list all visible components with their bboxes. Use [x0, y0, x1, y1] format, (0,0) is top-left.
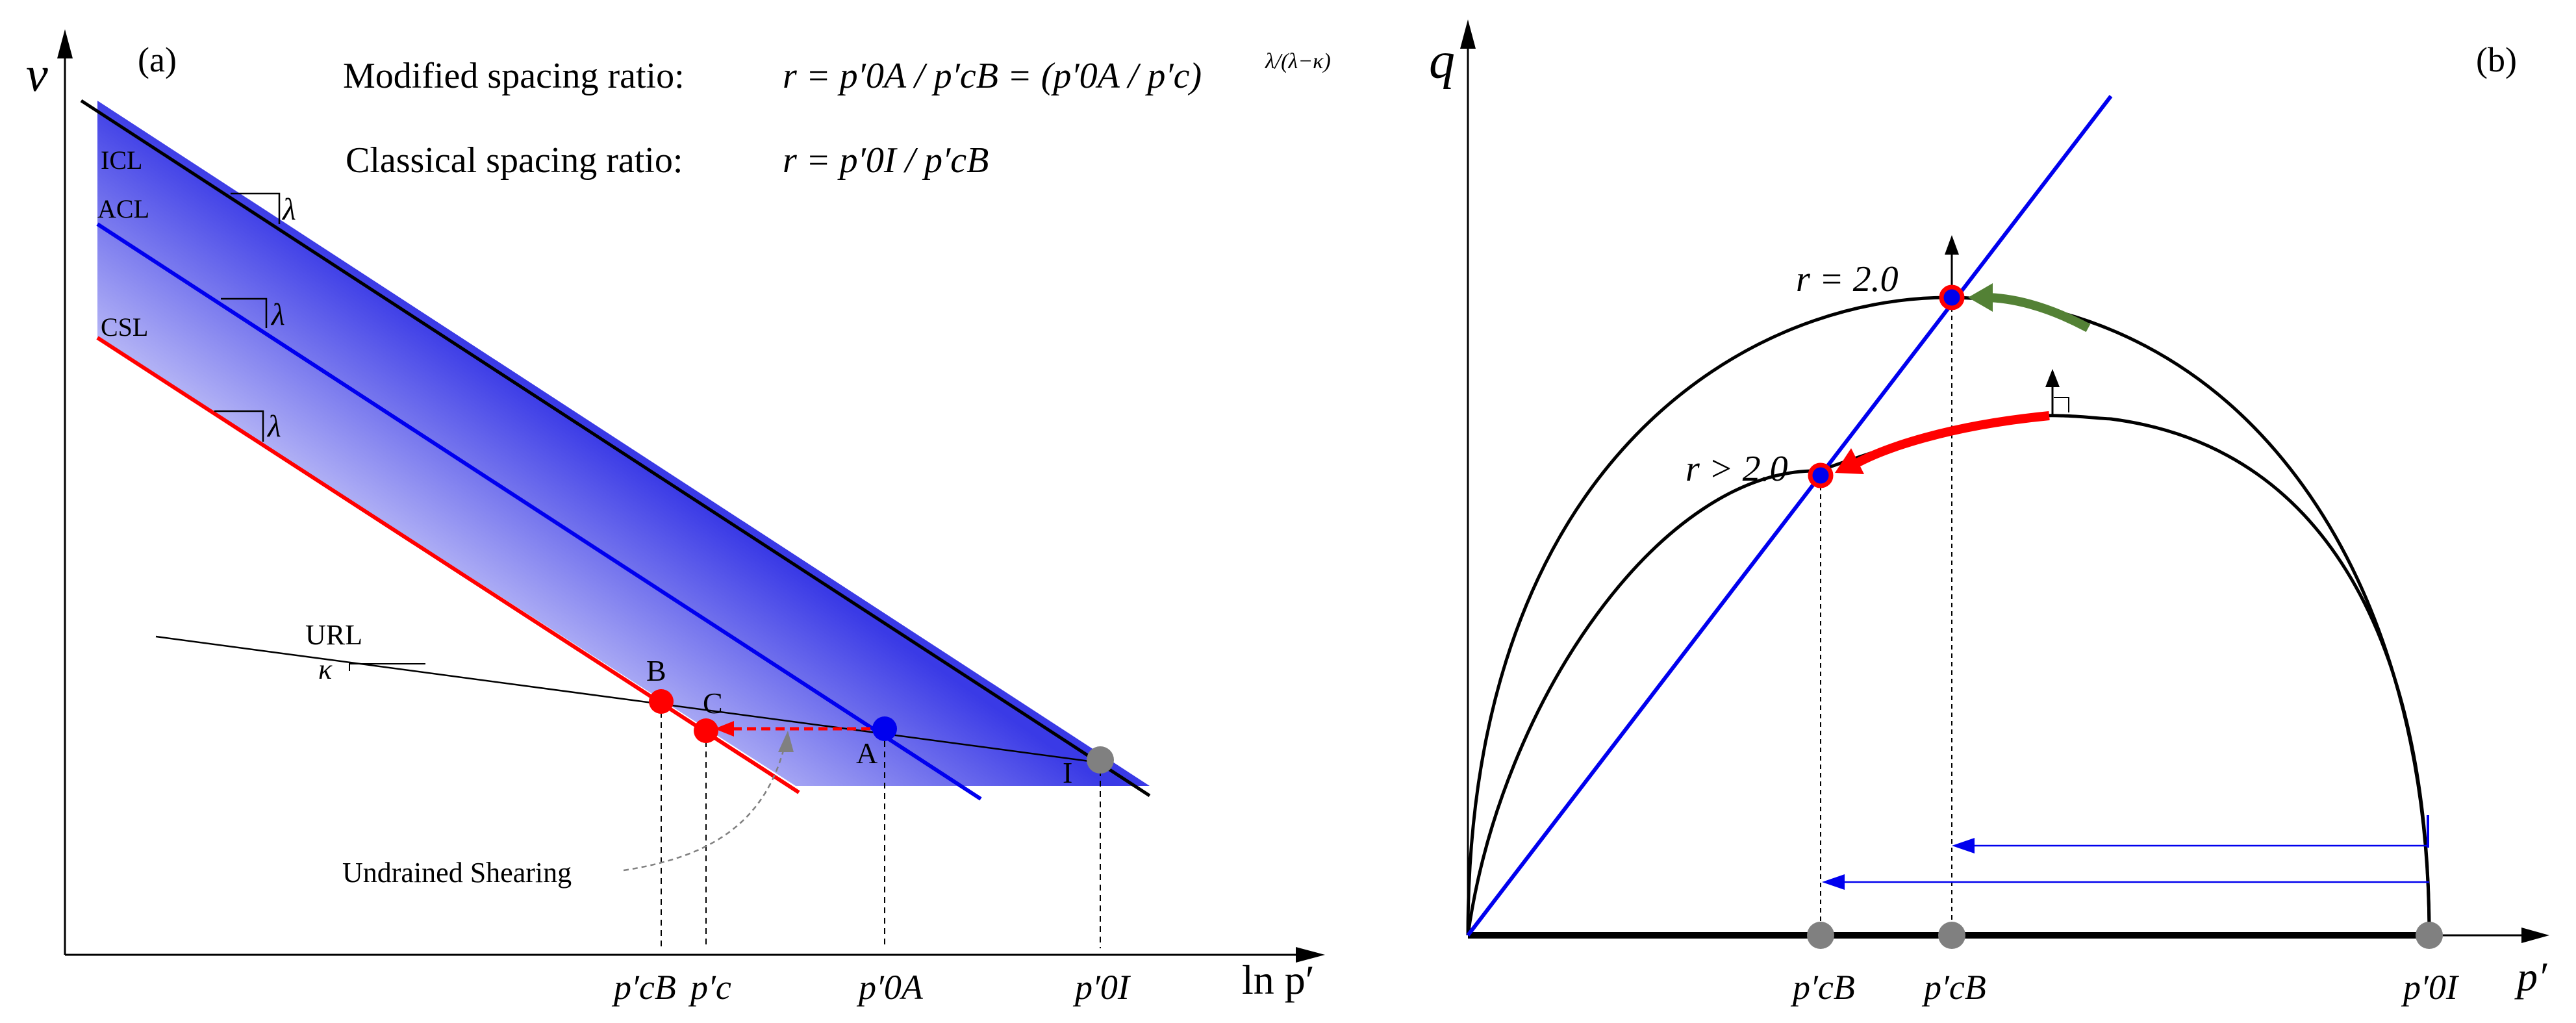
csl-slope-lambda: λ — [266, 409, 281, 444]
r-greater-label: r > 2.0 — [1686, 449, 1788, 489]
icl-slope-lambda: λ — [281, 192, 296, 227]
panel-b-label: (b) — [2476, 40, 2517, 79]
csl-slope-triangle — [214, 410, 264, 442]
undrained-label: Undrained Shearing — [342, 857, 572, 889]
tick-p0i: p′0I — [1072, 968, 1131, 1007]
normal-arrow-1-head — [1945, 235, 1959, 255]
point-c — [694, 718, 718, 743]
normal-arrow-2-head — [2045, 369, 2060, 387]
undrained-pointer-head — [778, 731, 794, 752]
point-b-label: B — [646, 654, 666, 687]
classical-formula: r = p′0I / p′cB — [783, 140, 989, 181]
axis-point-pcb-1 — [1807, 922, 1834, 949]
undrained-pointer — [623, 740, 787, 872]
v-axis-arrow — [57, 29, 73, 58]
p-axis-arrow — [2521, 928, 2549, 943]
point-i-label: I — [1063, 756, 1072, 789]
url-slope-kappa: κ — [318, 653, 333, 685]
acl-slope-lambda: λ — [270, 297, 285, 332]
blue-arrow-lower-head — [1822, 874, 1845, 890]
classical-label: Classical spacing ratio: — [346, 140, 683, 181]
red-arrow — [1852, 411, 2050, 469]
acl-label: ACL — [97, 194, 149, 223]
modified-exponent: λ/(λ−κ) — [1265, 49, 1331, 73]
modified-label: Modified spacing ratio: — [343, 56, 685, 96]
url-slope-triangle — [349, 663, 425, 671]
tick-p0i-b: p′0I — [2401, 968, 2460, 1007]
q-axis-arrow — [1460, 19, 1476, 49]
tick-pcb-1: p′cB — [1790, 968, 1855, 1007]
point-r-equal — [1939, 284, 1965, 310]
modified-formula: r = p′0A / p′cB = (p′0A / p′c) — [783, 56, 1202, 96]
red-arrowhead — [1835, 448, 1864, 474]
panel-b: (b) q p′ r = 2.0 r > 2.0 p′cB p′cB p′0I — [1429, 19, 2549, 1007]
yield-surface-small — [1466, 414, 2431, 936]
panel-a-label: (a) — [138, 40, 177, 79]
icl-slope-triangle — [231, 192, 281, 224]
r-equal-label: r = 2.0 — [1796, 259, 1899, 299]
q-axis-label: q — [1429, 32, 1455, 90]
lnp-axis-label: ln p′ — [1242, 957, 1315, 1003]
axis-point-pcb-2 — [1938, 922, 1965, 949]
right-angle-mark — [2054, 397, 2069, 412]
axis-point-p0i — [2416, 922, 2443, 949]
blue-arrow-upper-head — [1952, 838, 1975, 853]
icl-line — [80, 99, 1151, 798]
point-a-label: A — [856, 737, 878, 770]
csl-line-b — [1466, 95, 2113, 937]
url-label: URL — [305, 619, 362, 651]
icl-csl-band — [97, 101, 1150, 786]
v-axis-label: v — [26, 47, 48, 102]
url-line — [155, 635, 1105, 764]
csl-label: CSL — [101, 312, 148, 342]
p-axis-label: p′ — [2514, 954, 2547, 1000]
acl-slope-triangle — [221, 297, 268, 328]
undrained-path-arrowhead — [714, 721, 734, 737]
point-c-label: C — [703, 687, 723, 720]
green-arrowhead — [1968, 283, 1993, 312]
icl-label: ICL — [101, 145, 142, 175]
point-r-greater — [1808, 462, 1834, 488]
tick-pcb: p′cB — [611, 968, 676, 1007]
csl-line — [96, 336, 800, 794]
tick-pc: p′c — [688, 968, 731, 1007]
point-i — [1087, 746, 1114, 774]
panel-a: (a) v ln p′ Modified spacing ratio: r = … — [26, 29, 1331, 1007]
yield-surface-large — [1466, 296, 2431, 936]
lnp-axis-arrow — [1296, 947, 1325, 963]
point-b — [649, 689, 674, 714]
acl-line — [96, 222, 982, 801]
green-arrow — [1984, 293, 2091, 333]
tick-pcb-2: p′cB — [1921, 968, 1986, 1007]
tick-p0a: p′0A — [856, 968, 924, 1007]
point-a — [872, 716, 897, 741]
